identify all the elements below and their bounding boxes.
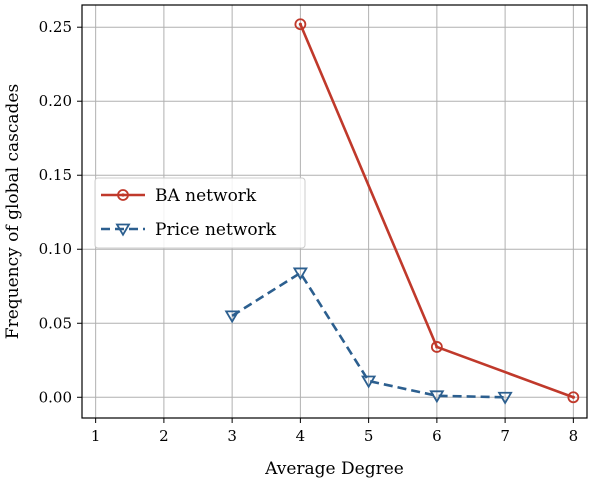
legend-entry: BA network bbox=[101, 186, 257, 206]
legend-marker-dot bbox=[121, 193, 125, 197]
y-axis-label: Frequency of global cascades bbox=[3, 84, 23, 339]
legend-marker bbox=[115, 223, 131, 237]
data-point-dot bbox=[435, 345, 439, 349]
series-price-network bbox=[224, 267, 513, 405]
grid-lines bbox=[82, 5, 587, 418]
data-point-dot bbox=[298, 22, 302, 26]
series-layer bbox=[224, 18, 580, 405]
x-tick-label: 3 bbox=[227, 427, 237, 445]
legend-marker bbox=[117, 189, 129, 201]
data-point bbox=[294, 18, 307, 31]
legend: BA network Price network bbox=[94, 177, 306, 249]
x-tick-label: 6 bbox=[432, 427, 442, 445]
data-point bbox=[567, 391, 580, 404]
x-tick-label: 2 bbox=[159, 427, 169, 445]
data-point bbox=[224, 310, 240, 324]
legend-box bbox=[94, 177, 306, 249]
y-tick-label: 0.20 bbox=[39, 92, 72, 110]
axis-ticks: 1 2 3 4 5 6 7 8 0.00 0.05 0.10 0.15 0.20 0.25 bbox=[39, 18, 579, 445]
series-line bbox=[231, 271, 506, 399]
data-point bbox=[430, 341, 443, 353]
plot-frame bbox=[81, 4, 588, 419]
x-tick-label: 7 bbox=[500, 427, 510, 445]
legend-label: BA network bbox=[155, 186, 257, 206]
x-tick-label: 1 bbox=[91, 427, 101, 445]
y-tick-label: 0.05 bbox=[39, 314, 72, 332]
data-point bbox=[361, 375, 377, 389]
series-ba-network bbox=[294, 18, 580, 404]
data-point-dot bbox=[571, 395, 575, 399]
data-point bbox=[497, 391, 513, 405]
x-tick-label: 8 bbox=[569, 427, 579, 445]
x-tick-label: 5 bbox=[364, 427, 374, 445]
y-tick-label: 0.00 bbox=[39, 388, 72, 406]
x-tick-label: 4 bbox=[296, 427, 306, 445]
y-tick-label: 0.15 bbox=[39, 166, 72, 184]
legend-label: Price network bbox=[155, 220, 277, 240]
y-tick-label: 0.25 bbox=[39, 18, 72, 36]
legend-entry: Price network bbox=[101, 220, 277, 240]
x-axis-label: Average Degree bbox=[264, 459, 404, 479]
data-point bbox=[429, 390, 445, 404]
data-point bbox=[292, 267, 308, 281]
y-tick-label: 0.10 bbox=[39, 240, 72, 258]
